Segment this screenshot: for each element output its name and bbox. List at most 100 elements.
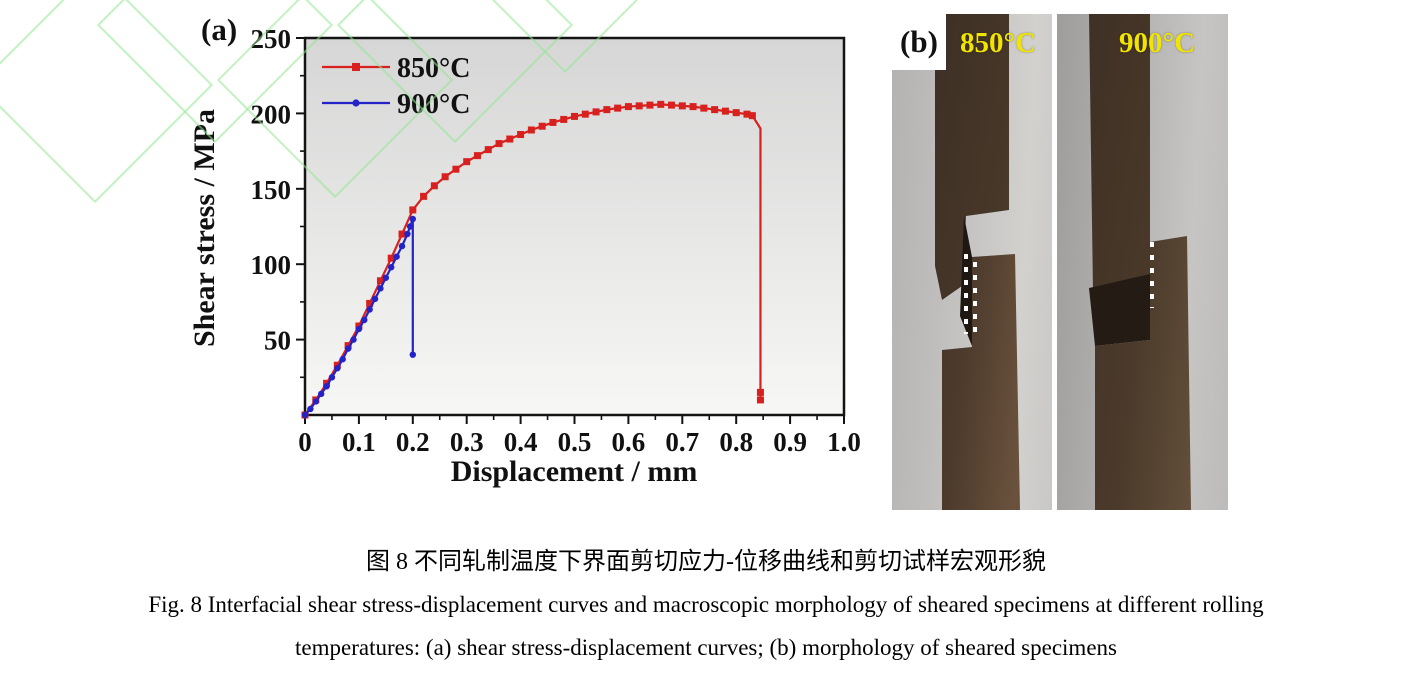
data-marker — [538, 122, 546, 130]
y-tick-label: 150 — [251, 175, 292, 205]
data-marker — [484, 146, 492, 154]
legend-marker — [352, 63, 360, 71]
data-marker — [371, 295, 379, 303]
data-marker — [624, 103, 632, 111]
specimen-upper-bar — [1089, 14, 1150, 292]
data-marker — [334, 365, 341, 372]
shear-interface-dotted-line — [1150, 242, 1154, 308]
data-marker — [527, 126, 535, 134]
data-marker — [571, 112, 578, 120]
data-marker — [307, 405, 314, 413]
data-marker — [377, 285, 384, 292]
shear-stress-chart: 0 0.1 0.2 0.3 0.4 0.5 0.6 0.7 0.8 0.9 1.0 50 100 150 2… — [188, 24, 861, 488]
data-marker — [406, 223, 414, 230]
data-marker — [473, 152, 481, 160]
x-tick-label: 1.0 — [827, 427, 861, 457]
x-tick-label: 0.6 — [612, 427, 646, 457]
data-marker — [700, 104, 708, 112]
specimen-shear-gap-shadow — [1089, 274, 1150, 346]
data-marker — [463, 158, 471, 166]
data-marker — [614, 104, 622, 112]
data-marker — [756, 388, 764, 396]
shear-interface-dotted-line — [964, 254, 968, 334]
panel-b-label: (b) — [892, 14, 946, 70]
caption-english-line1: Fig. 8 Interfacial shear stress-displace… — [148, 592, 1264, 617]
photo-sheared-specimen-850: 850°C — [892, 14, 1052, 510]
data-marker — [350, 336, 357, 343]
data-marker — [361, 316, 368, 324]
x-tick-label: 0.7 — [665, 427, 699, 457]
data-marker — [376, 277, 384, 285]
data-marker — [301, 411, 309, 419]
caption-chinese: 图 8 不同轧制温度下界面剪切应力-位移曲线和剪切试样宏观形貌 — [366, 549, 1046, 575]
x-axis-title: Displacement / mm — [451, 455, 698, 488]
data-marker — [756, 396, 764, 404]
data-marker — [344, 345, 352, 352]
data-marker — [382, 274, 390, 281]
data-marker — [748, 112, 756, 120]
y-tick-label: 100 — [251, 250, 292, 280]
caption-english-line2: temperatures: (a) shear stress-displacem… — [295, 635, 1117, 660]
data-marker — [603, 106, 611, 114]
data-marker — [420, 192, 428, 200]
legend-marker — [352, 99, 360, 107]
data-marker — [452, 165, 460, 173]
data-marker — [678, 102, 686, 110]
data-marker — [495, 140, 503, 148]
legend-label: 850°C — [397, 53, 470, 84]
data-marker — [721, 107, 729, 115]
data-marker — [355, 325, 363, 333]
data-marker — [646, 101, 654, 109]
data-marker — [549, 118, 557, 126]
data-marker — [398, 242, 406, 250]
x-tick-label: 0.8 — [719, 427, 753, 457]
data-marker — [328, 374, 336, 381]
data-marker — [592, 108, 600, 116]
x-tick-label: 0.5 — [558, 427, 592, 457]
data-marker — [581, 110, 589, 118]
legend-label: 900°C — [397, 89, 470, 120]
x-tick-label: 0 — [298, 427, 312, 457]
data-marker — [711, 106, 719, 114]
y-tick-label: 200 — [251, 99, 292, 129]
photo-temp-label-850: 850°C — [960, 27, 1037, 59]
data-marker — [323, 383, 330, 390]
data-marker — [517, 131, 525, 139]
panel-a-label: (a) — [201, 12, 238, 47]
x-tick-label: 0.9 — [773, 427, 807, 457]
x-tick-label: 0.3 — [450, 427, 484, 457]
x-tick-label: 0.4 — [504, 427, 538, 457]
plot-frame — [303, 36, 846, 417]
data-marker — [404, 230, 411, 238]
data-marker — [441, 173, 449, 181]
data-marker — [366, 299, 374, 307]
x-tick-label: 0.2 — [396, 427, 430, 457]
data-marker — [668, 101, 676, 109]
data-marker — [657, 100, 665, 108]
data-marker — [409, 215, 416, 223]
data-marker — [393, 253, 400, 260]
data-marker — [560, 115, 568, 123]
plot-background — [305, 38, 844, 415]
data-marker — [635, 102, 643, 110]
data-marker — [317, 390, 325, 398]
data-marker — [387, 254, 395, 262]
y-tick-label: 50 — [264, 326, 291, 356]
photo-sheared-specimen-900: 900°C — [1057, 14, 1228, 510]
y-tick-label: 250 — [251, 24, 292, 54]
shear-interface-dotted-line — [973, 262, 977, 334]
data-marker — [430, 182, 438, 190]
y-axis-title: Shear stress / MPa — [188, 109, 221, 347]
series-line-850°C — [304, 103, 762, 416]
data-marker — [689, 103, 697, 111]
data-marker — [409, 206, 417, 214]
data-marker — [398, 230, 406, 238]
data-marker — [312, 398, 319, 405]
data-marker — [506, 135, 514, 143]
x-tick-label: 0.1 — [342, 427, 376, 457]
data-marker — [388, 264, 395, 271]
data-marker — [409, 351, 416, 358]
data-marker — [366, 306, 373, 313]
photo-temp-label-900: 900°C — [1119, 27, 1196, 59]
